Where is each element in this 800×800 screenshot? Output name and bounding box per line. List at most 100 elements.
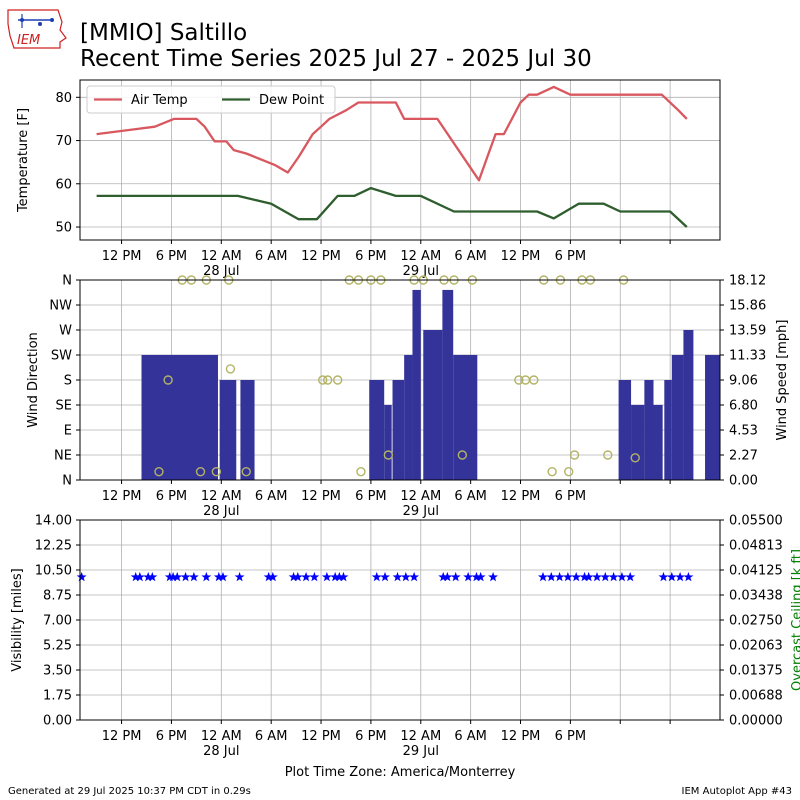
visibility-tick-label: 0.00: [43, 714, 72, 729]
visibility-star-marker: [172, 571, 183, 582]
x-tick-label: 6 PM: [355, 729, 386, 744]
visibility-star-marker: [600, 571, 611, 582]
ceiling-tick-label: 0.01375: [729, 664, 783, 679]
visibility-star-marker: [288, 571, 299, 582]
x-tick-label: 6 PM: [555, 489, 586, 504]
wind-speed-bars: [141, 289, 720, 480]
x-tick-label: 6 PM: [156, 249, 187, 264]
x-tick-label: 6 PM: [555, 249, 586, 264]
ceiling-tick-label: 0.02750: [729, 614, 783, 629]
temperature-series: [96, 85, 688, 228]
x-tick-label: 6 PM: [156, 729, 187, 744]
x-date-label: 29 Jul: [403, 264, 439, 279]
wind-speed-tick-label: 0.00: [729, 474, 758, 489]
visibility-star-marker: [608, 571, 619, 582]
air-temp-line: [96, 85, 688, 182]
visibility-star-marker: [625, 571, 636, 582]
wind-direction-tick-label: NW: [49, 299, 72, 314]
visibility-star-marker: [488, 571, 498, 582]
visibility-star-marker: [292, 571, 303, 582]
visibility-star-marker: [450, 571, 461, 582]
wind-speed-tick-label: 11.33: [729, 349, 766, 364]
wind-direction-marker: [322, 375, 333, 385]
wind-direction-tick-label: S: [64, 374, 72, 389]
visibility-star-marker: [134, 571, 145, 582]
temperature-tick-labels: 50 60 70 80 12 PM 6 PM 12 AM 6 AM 12 PM 6 PM 12 AM…: [55, 91, 671, 279]
wind-speed-bar: [412, 289, 421, 480]
ceiling-tick-label: 0.03438: [729, 589, 783, 604]
visibility-star-marker: [617, 571, 627, 582]
x-tick-label: 12 PM: [301, 249, 341, 264]
visibility-star-marker: [130, 571, 141, 582]
visibility-star-marker: [213, 571, 224, 582]
x-tick-label: 6 AM: [255, 729, 288, 744]
visibility-star-marker: [201, 571, 212, 582]
wind-speed-bar: [618, 380, 632, 480]
wind-direction-tick-label: NE: [54, 449, 72, 464]
wind-speed-axis-label: Wind Speed [mph]: [775, 320, 790, 441]
x-tick-label: 6 AM: [454, 729, 487, 744]
wind-panel: N NE E SE S SW W NW N 0.00 2.27 4.53 6.80 9.06 11.33 13…: [26, 274, 790, 520]
x-tick-label: 6 AM: [454, 249, 487, 264]
visibility-star-marker: [538, 571, 548, 582]
wind-direction-marker: [457, 450, 468, 460]
wind-speed-bar: [631, 404, 645, 480]
wind-tick-labels: N NE E SE S SW W NW N 0.00 2.27 4.53 6.80 9.06 11.33 13…: [49, 274, 766, 520]
visibility-star-marker: [143, 571, 154, 582]
x-tick-label: 6 PM: [156, 489, 187, 504]
wind-direction-tick-label: E: [64, 424, 72, 439]
wind-speed-tick-label: 13.59: [729, 324, 766, 339]
visibility-star-marker: [571, 571, 582, 582]
visibility-star-marker: [392, 571, 403, 582]
visibility-axis-label: Visibility [miles]: [10, 568, 25, 671]
x-tick-label: 12 PM: [501, 249, 541, 264]
wind-direction-marker: [154, 466, 164, 477]
x-date-label: 28 Jul: [203, 744, 239, 759]
visibility-tick-label: 3.50: [43, 664, 72, 679]
x-tick-label: 12 AM: [201, 729, 242, 744]
timezone-label: Plot Time Zone: America/Monterrey: [285, 765, 516, 780]
x-tick-label: 6 PM: [355, 489, 386, 504]
wind-direction-marker: [211, 466, 222, 477]
visibility-star-marker: [180, 571, 191, 582]
wind-direction-tick-label: W: [59, 324, 72, 339]
wind-speed-bar: [240, 380, 255, 480]
visibility-star-marker: [471, 571, 482, 582]
wind-direction-marker: [630, 453, 640, 463]
wind-direction-tick-label: N: [62, 474, 72, 489]
visibility-star-marker: [658, 571, 669, 582]
visibility-star-marker: [301, 571, 311, 582]
visibility-star-marker: [218, 571, 228, 582]
visibility-star-marker: [683, 571, 694, 582]
wind-direction-marker: [603, 450, 613, 460]
wind-direction-marker: [569, 450, 580, 460]
wind-speed-tick-label: 2.27: [729, 449, 758, 464]
ceiling-tick-label: 0.05500: [729, 514, 783, 529]
visibility-star-marker: [579, 571, 590, 582]
x-tick-label: 6 PM: [555, 729, 586, 744]
visibility-star-marker: [188, 571, 199, 582]
visibility-star-marker: [309, 571, 320, 582]
temperature-axis-label: Temperature [F]: [16, 108, 31, 213]
wind-direction-axis-label: Wind Direction: [26, 332, 41, 428]
wind-speed-bar: [219, 380, 237, 480]
ceiling-tick-label: 0.02063: [729, 639, 783, 654]
chart-title: [MMIO] Saltillo: [80, 20, 247, 46]
y-tick-label: 50: [55, 221, 72, 236]
legend-frame: [86, 85, 336, 114]
visibility-star-marker: [463, 571, 474, 582]
temperature-panel: 50 60 70 80 12 PM 6 PM 12 AM 6 AM 12 PM 6 PM 12 AM…: [16, 79, 721, 279]
visibility-star-marker: [380, 571, 390, 582]
x-date-label: 28 Jul: [203, 504, 239, 519]
visibility-star-marker: [147, 571, 158, 582]
visibility-tick-label: 14.00: [35, 514, 72, 529]
visibility-grid: [80, 519, 720, 721]
visibility-star-marker: [321, 571, 332, 582]
wind-speed-bar: [392, 380, 405, 480]
x-tick-label: 12 PM: [301, 729, 341, 744]
visibility-tick-label: 5.25: [43, 639, 72, 654]
wind-direction-marker: [383, 450, 394, 460]
x-tick-label: 6 AM: [454, 489, 487, 504]
wind-speed-bar: [664, 380, 672, 480]
wind-direction-marker: [318, 375, 328, 385]
